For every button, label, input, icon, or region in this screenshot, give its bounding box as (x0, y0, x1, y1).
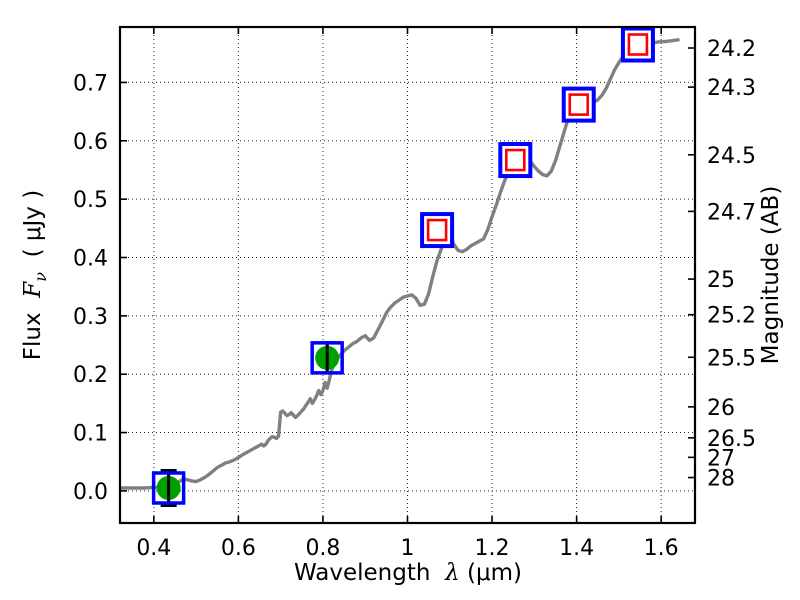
y-axis-left-label-group: Flux Fν ( μJy ) (20, 190, 50, 360)
y-tick-label-left: 0.6 (73, 130, 108, 155)
marker-outer-square (310, 341, 344, 375)
x-tick-label: 1.6 (644, 536, 679, 561)
y-axis-right-label: Magnitude (AB) (758, 186, 784, 365)
y-tick-label-left: 0.4 (73, 246, 108, 271)
y-axis-left-label: Flux Fν ( μJy ) (20, 190, 50, 360)
photometry-markers-group (151, 26, 655, 507)
marker-inner-square (627, 33, 649, 56)
y-tick-label-right: 24.3 (707, 76, 756, 101)
marker-inner-square (426, 218, 448, 242)
y-tick-label-right: 25.5 (707, 346, 756, 371)
y-tick-label-left: 0.2 (73, 363, 108, 388)
x-tick-label: 1.2 (475, 536, 510, 561)
y-tick-label-right: 25 (707, 268, 735, 293)
y-tick-label-right: 27 (707, 446, 735, 471)
photometry-point-i (310, 341, 344, 375)
x-tick-labels: 0.4 0.6 0.8 1 1.2 1.4 1.6 (136, 536, 678, 561)
tick-marks (120, 27, 695, 523)
y-tick-label-left: 0.7 (73, 71, 108, 96)
y-axis-right-label-group: Magnitude (AB) (758, 186, 784, 365)
y-tick-label-right: 26.5 (707, 427, 756, 452)
y-tick-label-right: 28 (707, 467, 735, 492)
marker-outer-square (151, 471, 186, 505)
photometry-point-y (420, 212, 455, 249)
x-axis-label: Wavelength λ (μm) (294, 560, 522, 586)
x-tick-label: 1 (401, 536, 415, 561)
photometry-point-j (498, 142, 533, 179)
y-tick-label-left: 0.0 (73, 480, 108, 505)
y-tick-label-right: 25.2 (707, 304, 756, 329)
marker-inner-square (505, 148, 526, 172)
x-tick-label: 0.8 (305, 536, 340, 561)
x-tick-label: 1.4 (559, 536, 594, 561)
photometry-point-k (620, 26, 655, 63)
y-tick-label-right: 24.2 (707, 37, 756, 62)
photometry-point-h (561, 86, 596, 123)
photometry-point-b (151, 468, 186, 507)
y-tick-labels-left: 0.0 0.1 0.2 0.3 0.4 0.5 0.6 0.7 (73, 71, 108, 504)
y-tick-label-left: 0.1 (73, 422, 108, 447)
y-tick-label-right: 24.5 (707, 144, 756, 169)
y-tick-label-left: 0.5 (73, 188, 108, 213)
y-tick-label-left: 0.3 (73, 305, 108, 330)
x-tick-label: 0.6 (221, 536, 256, 561)
x-tick-label: 0.4 (136, 536, 171, 561)
x-axis-label-group: Wavelength λ (μm) (294, 560, 522, 586)
y-tick-label-right: 26 (707, 396, 735, 421)
marker-inner-square (568, 93, 590, 116)
gridlines (120, 27, 695, 523)
y-tick-label-right: 24.7 (707, 200, 756, 225)
